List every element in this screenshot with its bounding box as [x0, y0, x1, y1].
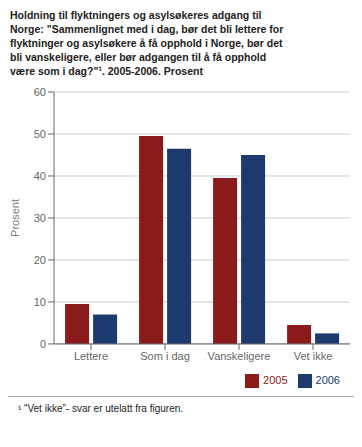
- html-text:bli vanskeligere, eller bør ad: bli vanskeligere, eller bør adgangen til…: [10, 51, 267, 63]
- svg-text:10: 10: [34, 296, 46, 308]
- html-text:¹ “Vet ikke”- svar er utelatt: ¹ “Vet ikke”- svar er utelatt fra figure…: [18, 403, 184, 414]
- svg-text:50: 50: [34, 128, 46, 140]
- svg-text:30: 30: [34, 212, 46, 224]
- svg-text:60: 60: [34, 86, 46, 98]
- svg-text:40: 40: [34, 170, 46, 182]
- html-text:flyktninger og asylsøkere å få: flyktninger og asylsøkere å få opphold i…: [10, 37, 283, 49]
- svg-text:Prosent: Prosent: [9, 199, 21, 237]
- html-text:2006: 2006: [315, 373, 340, 386]
- svg-text:Lettere: Lettere: [74, 350, 108, 362]
- html-text:2005: 2005: [263, 373, 288, 386]
- html-text:være som i dag?"¹. 2005-2006.: være som i dag?"¹. 2005-2006. Prosent: [10, 65, 203, 77]
- svg-text:Som i dag: Som i dag: [140, 350, 190, 362]
- html-text:Norge: "Sammenlignet med i dag: Norge: "Sammenlignet med i dag, bør det …: [10, 23, 284, 35]
- svg-text:0: 0: [40, 338, 46, 350]
- svg-text:20: 20: [34, 254, 46, 266]
- svg-text:Vanskeligere: Vanskeligere: [208, 350, 271, 362]
- svg-text:Vet ikke: Vet ikke: [294, 350, 333, 362]
- html-text:Holdning til flyktningers og a: Holdning til flyktningers og asylsøkeres…: [10, 9, 262, 21]
